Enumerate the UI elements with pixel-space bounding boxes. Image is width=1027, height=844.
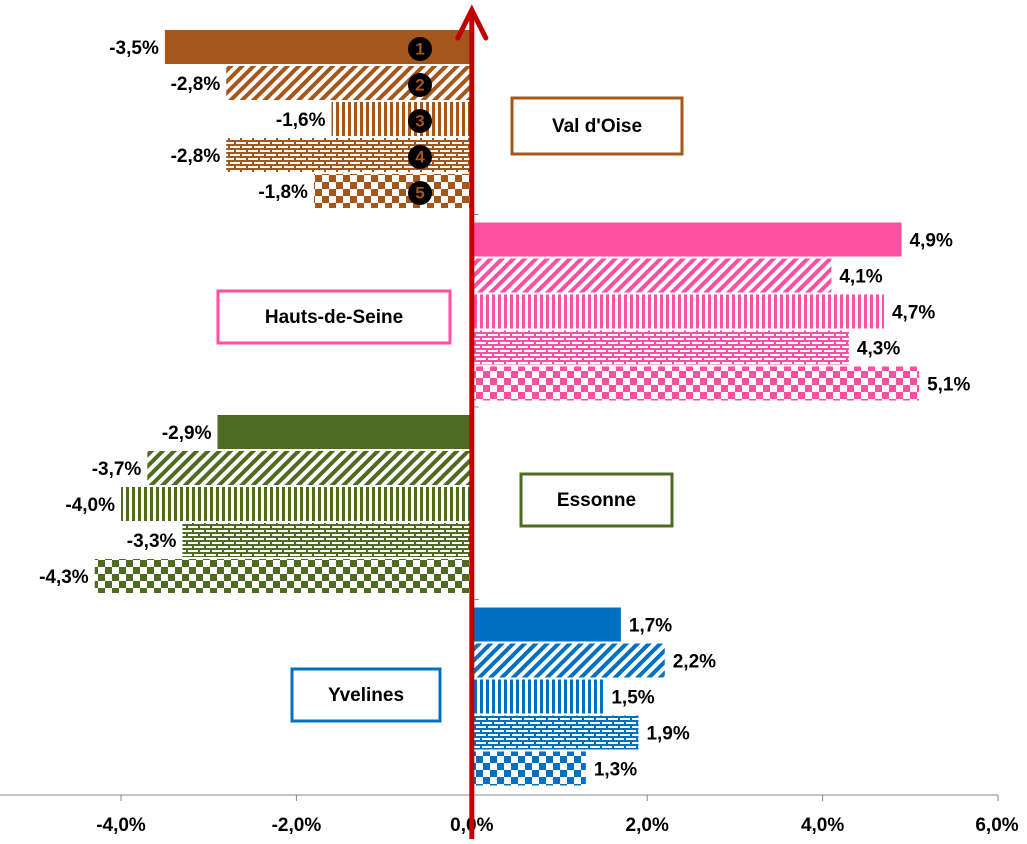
bar: [94, 559, 472, 593]
value-label: -2,8%: [171, 146, 221, 167]
bar: [471, 715, 639, 750]
bar: [121, 487, 472, 521]
value-label: -2,9%: [162, 423, 212, 444]
bar: [471, 294, 884, 329]
x-tick-label: -4,0%: [96, 815, 146, 836]
x-tick-label: 4,0%: [801, 815, 844, 836]
category-label: Val d'Oise: [552, 116, 642, 137]
bar: [471, 222, 902, 257]
series-marker-label: 5: [415, 183, 424, 202]
value-label: 4,7%: [892, 303, 935, 324]
value-label: 2,2%: [673, 652, 716, 673]
bar: [471, 607, 621, 642]
series-marker-label: 1: [415, 39, 424, 58]
x-tick-label: -2,0%: [272, 815, 322, 836]
value-label: 4,3%: [857, 339, 900, 360]
value-label: 1,9%: [646, 724, 689, 745]
series-marker-label: 3: [415, 111, 424, 130]
category-label: Yvelines: [328, 685, 404, 706]
bar: [217, 415, 472, 449]
category-label: Hauts-de-Seine: [265, 307, 403, 328]
value-label: 4,9%: [910, 231, 953, 252]
category-label: Essonne: [557, 490, 636, 511]
value-label: -4,0%: [65, 495, 115, 516]
bar: [313, 174, 472, 208]
value-label: -3,7%: [92, 459, 142, 480]
bar: [331, 102, 472, 136]
value-label: -2,8%: [171, 74, 221, 95]
bar: [182, 523, 472, 557]
value-label: -1,6%: [276, 110, 326, 131]
value-label: 1,3%: [594, 760, 637, 781]
category-box: [519, 472, 674, 528]
bar: [226, 66, 472, 100]
value-label: -3,3%: [127, 531, 177, 552]
bar: [147, 451, 472, 485]
y-axis-arrow: [455, 4, 489, 41]
category-box: [216, 289, 452, 345]
series-marker: [408, 145, 432, 169]
bar: [471, 366, 920, 401]
series-marker-label: 2: [415, 75, 424, 94]
value-label: -4,3%: [39, 567, 89, 588]
bar: [226, 138, 472, 172]
series-marker: [408, 73, 432, 97]
value-label: 4,1%: [839, 267, 882, 288]
value-label: 1,7%: [629, 616, 672, 637]
series-marker: [408, 181, 432, 205]
bar: [471, 751, 586, 786]
series-marker-label: 4: [415, 147, 425, 166]
value-label: 1,5%: [611, 688, 654, 709]
value-label: -3,5%: [109, 38, 159, 59]
category-box: [290, 667, 442, 723]
series-marker: [408, 109, 432, 133]
x-tick-label: 2,0%: [626, 815, 669, 836]
x-tick-label: 6,0%: [975, 815, 1018, 836]
value-label: -1,8%: [258, 182, 308, 203]
bar: [471, 679, 604, 714]
series-marker: [408, 37, 432, 61]
bar: [471, 258, 832, 293]
category-box: [510, 96, 684, 156]
bar: [471, 643, 665, 678]
value-label: 5,1%: [927, 375, 970, 396]
bar: [471, 330, 849, 365]
